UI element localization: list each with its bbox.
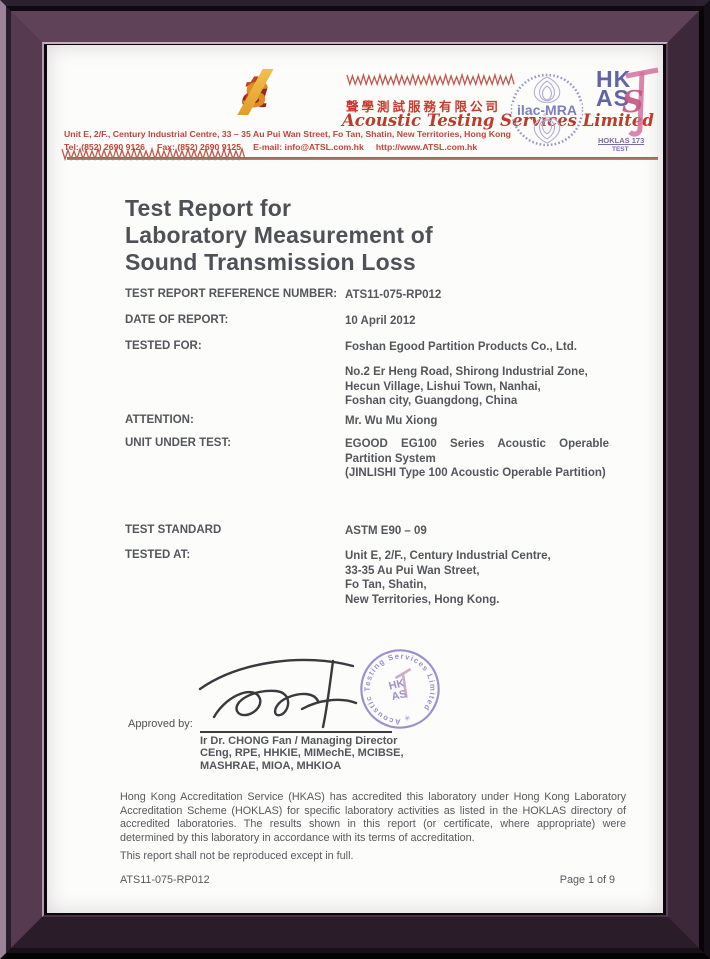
- stamp-center-hk: HK: [388, 677, 406, 692]
- stamp-center-as: AS: [390, 688, 408, 703]
- atsl-logo: ats: [237, 64, 274, 117]
- svg-text:✳: ✳: [403, 713, 412, 723]
- frame-groove: [6, 6, 704, 953]
- field-label-unit-under-test: UNIT UNDER TEST:: [125, 437, 232, 449]
- approved-by-label: Approved by:: [128, 718, 193, 730]
- frame-main-band: [11, 11, 699, 948]
- accreditation-statement: Hong Kong Accreditation Service (HKAS) h…: [120, 791, 626, 844]
- company-address: Unit E, 2/F., Century Industrial Centre,…: [64, 129, 511, 139]
- company-contacts: Tel: (852) 2690 9126 Fax: (852) 2690 912…: [64, 142, 478, 152]
- field-value-client-address: No.2 Er Heng Road, Shirong Industrial Zo…: [345, 366, 588, 407]
- hkas-letters: HK AS: [596, 66, 632, 111]
- field-value-test-standard: ASTM E90 – 09: [345, 525, 427, 537]
- footer-reference-number: ATS11-075-RP012: [120, 874, 210, 886]
- hkas-logo: HK AS S HOKLAS 173 TEST: [596, 66, 660, 158]
- hkas-pink-mark: S: [622, 67, 659, 137]
- ilac-mra-logo: ilac-MRA: [510, 73, 584, 147]
- approver-name: Ir Dr. CHONG Fan / Managing Director: [200, 735, 398, 747]
- hoklas-label: HOKLAS 173: [598, 136, 645, 145]
- report-title: Test Report for Laboratory Measurement o…: [125, 195, 433, 275]
- field-value-reference-number: ATS11-075-RP012: [345, 289, 442, 301]
- certificate-page: ats 聲學測試服務有限公司 Acoustic Testing Services…: [47, 45, 663, 913]
- waveform-zigzag-right: [346, 72, 515, 87]
- field-value-date-of-report: 10 April 2012: [345, 315, 416, 327]
- approver-credentials: CEng, RPE, HHKIE, MIMechE, MCIBSE, MASHR…: [200, 747, 404, 772]
- signature-line: [200, 731, 392, 733]
- ilac-mra-label: ilac-MRA: [517, 102, 577, 118]
- field-value-tested-for: Foshan Egood Partition Products Co., Ltd…: [345, 341, 577, 353]
- hkas-letters-line1: HK: [596, 66, 632, 92]
- hkas-letters-line2: AS: [596, 85, 630, 111]
- reproduction-note: This report shall not be reproduced exce…: [120, 850, 354, 862]
- field-value-unit-under-test: EGOOD EG100 Series Acoustic Operable Par…: [345, 438, 609, 479]
- field-label-tested-at: TESTED AT:: [125, 549, 191, 561]
- field-label-date-of-report: DATE OF REPORT:: [125, 314, 229, 326]
- page-number: Page 1 of 9: [559, 874, 615, 886]
- header-divider: [67, 157, 658, 160]
- svg-text:S: S: [622, 85, 644, 120]
- field-value-tested-at: Unit E, 2/F., Century Industrial Centre,…: [345, 550, 551, 606]
- signature-handwriting: [198, 658, 358, 729]
- company-stamp: Acoustic Testing Services Limited ✳ HK A…: [355, 644, 445, 733]
- hoklas-test-label: TEST: [612, 146, 629, 153]
- frame-inner-bevel: [42, 42, 668, 917]
- company-name-chinese: 聲學測試服務有限公司: [346, 100, 502, 114]
- field-label-tested-for: TESTED FOR:: [125, 340, 202, 352]
- field-label-reference-number: TEST REPORT REFERENCE NUMBER:: [125, 288, 338, 300]
- field-label-test-standard: TEST STANDARD: [125, 524, 222, 536]
- field-value-attention: Mr. Wu Mu Xiong: [345, 415, 438, 427]
- field-label-attention: ATTENTION:: [125, 414, 194, 426]
